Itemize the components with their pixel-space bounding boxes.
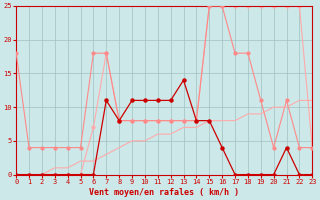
X-axis label: Vent moyen/en rafales ( km/h ): Vent moyen/en rafales ( km/h ) xyxy=(89,188,239,197)
